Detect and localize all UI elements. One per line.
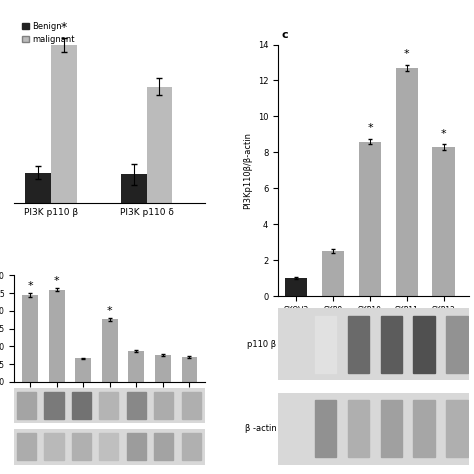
- Text: *: *: [441, 129, 447, 139]
- Text: *: *: [404, 49, 410, 59]
- Bar: [347, 400, 369, 457]
- Bar: [315, 400, 336, 457]
- Bar: [155, 355, 171, 382]
- Bar: [72, 433, 91, 460]
- Bar: [447, 316, 468, 373]
- Text: *: *: [54, 276, 60, 286]
- Bar: [45, 433, 64, 460]
- Bar: [25, 173, 51, 203]
- Bar: [45, 392, 64, 419]
- Bar: [413, 316, 435, 373]
- Bar: [359, 142, 381, 296]
- Legend: Benign, malignant: Benign, malignant: [18, 18, 78, 47]
- Text: β -actin: β -actin: [245, 424, 276, 433]
- Bar: [322, 251, 344, 296]
- Bar: [99, 392, 118, 419]
- Text: *: *: [367, 124, 373, 134]
- Bar: [127, 433, 146, 460]
- Bar: [432, 147, 455, 296]
- Bar: [51, 45, 77, 203]
- Bar: [17, 433, 36, 460]
- Bar: [413, 400, 435, 457]
- Bar: [315, 316, 336, 373]
- Bar: [396, 68, 418, 296]
- Bar: [72, 392, 91, 419]
- Bar: [381, 400, 402, 457]
- Bar: [49, 290, 64, 382]
- Bar: [182, 433, 201, 460]
- Bar: [128, 351, 145, 382]
- Bar: [17, 392, 36, 419]
- Bar: [99, 433, 118, 460]
- Bar: [154, 433, 173, 460]
- Bar: [121, 174, 146, 203]
- Bar: [285, 278, 308, 296]
- Bar: [75, 358, 91, 382]
- Bar: [182, 392, 201, 419]
- Text: p110 β: p110 β: [247, 340, 276, 349]
- Bar: [102, 319, 118, 382]
- Text: *: *: [107, 306, 113, 316]
- Text: *: *: [61, 21, 67, 34]
- Bar: [381, 316, 402, 373]
- Text: *: *: [27, 281, 33, 292]
- Bar: [146, 87, 173, 203]
- Bar: [154, 392, 173, 419]
- Text: c: c: [281, 30, 288, 40]
- Bar: [22, 295, 38, 382]
- Bar: [182, 357, 198, 382]
- Y-axis label: PI3Kp110β/β-actin: PI3Kp110β/β-actin: [243, 132, 252, 209]
- Bar: [447, 400, 468, 457]
- Bar: [127, 392, 146, 419]
- Bar: [347, 316, 369, 373]
